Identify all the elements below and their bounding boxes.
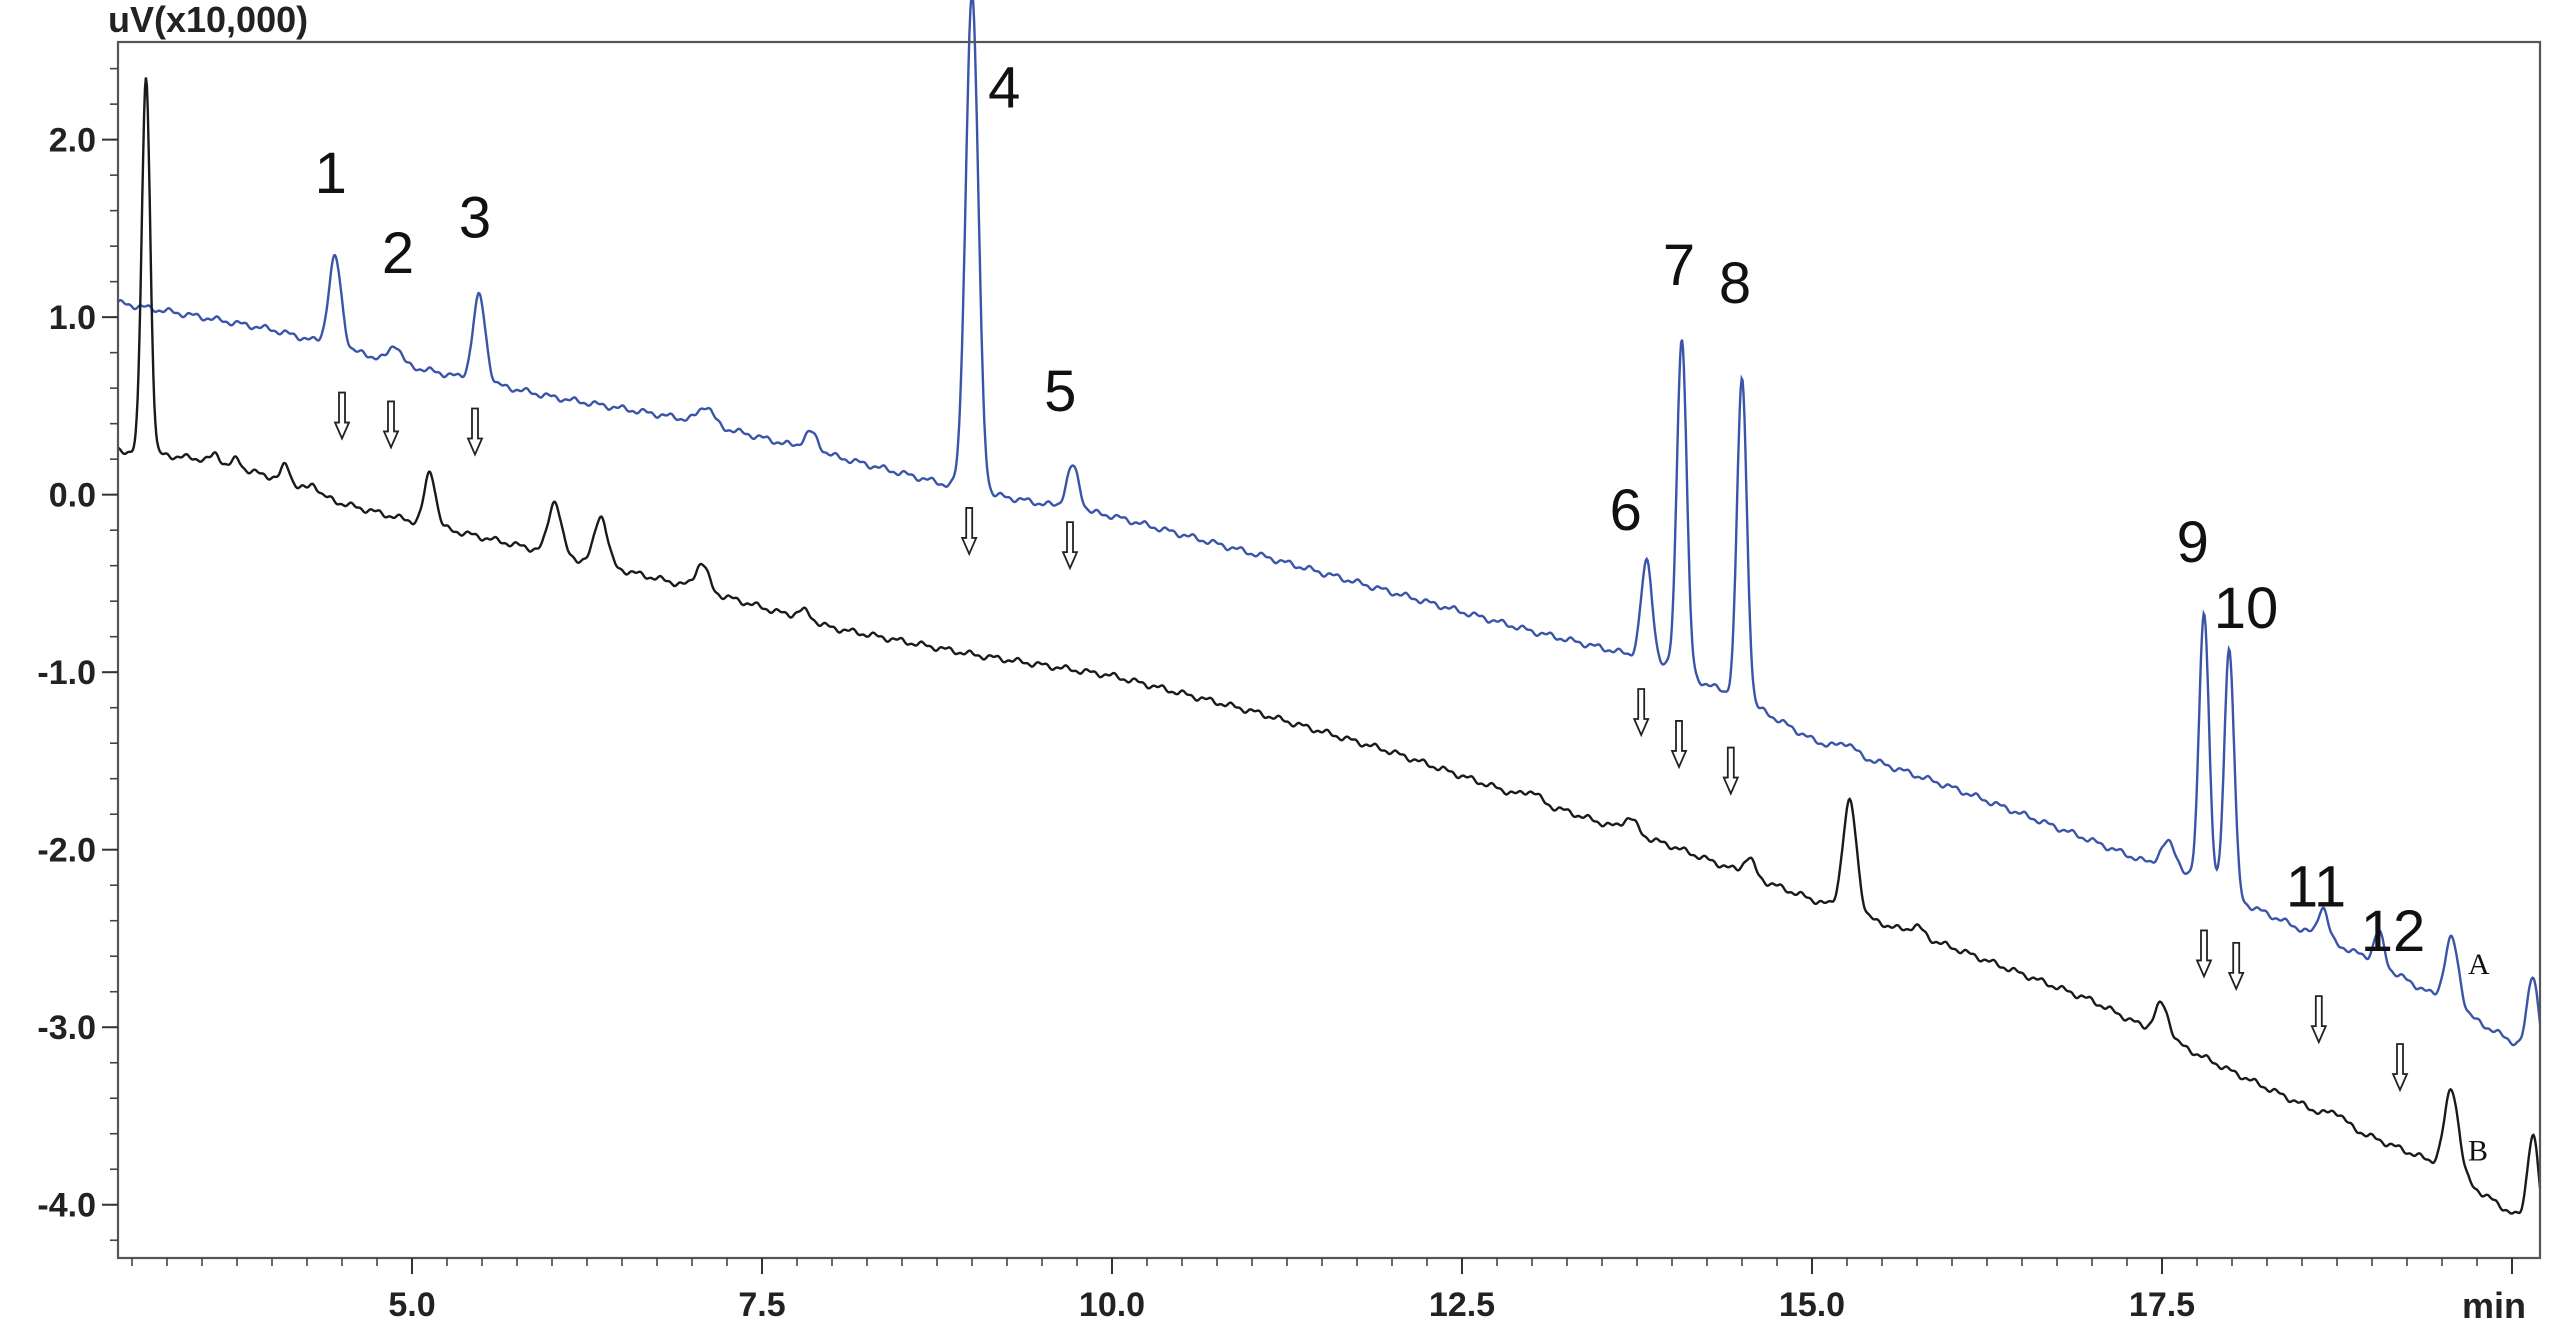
x-tick-label: 12.5 xyxy=(1429,1286,1495,1324)
trace-b-label: B xyxy=(2468,1134,2488,1167)
down-arrow-marker xyxy=(2227,941,2245,992)
peak-label: 2 xyxy=(382,221,414,286)
down-arrow-marker xyxy=(1670,720,1688,770)
x-tick-label: 10.0 xyxy=(1079,1286,1145,1324)
x-tick-label: 7.5 xyxy=(738,1286,785,1324)
down-arrow-marker xyxy=(466,407,484,457)
trace-b-line xyxy=(117,77,2542,1215)
peak-label: 3 xyxy=(459,185,491,250)
down-arrow-marker xyxy=(2310,995,2328,1045)
arrows-layer xyxy=(333,391,2409,1093)
peak-label: 12 xyxy=(2361,899,2426,964)
y-tick-label: 2.0 xyxy=(49,122,96,160)
plot-frame xyxy=(116,40,2542,1260)
down-arrow-marker xyxy=(1632,688,1650,738)
peak-label: 9 xyxy=(2177,510,2209,575)
axes-layer: 5.0 7.5 10.0 12.5 15.0 17.5 2.0 1.0 0.0 -1.0 -2.0 -… xyxy=(37,40,2542,1324)
y-tick-label: -2.0 xyxy=(37,832,96,870)
peak-label: 5 xyxy=(1044,359,1076,424)
y-tick-label: -4.0 xyxy=(37,1187,96,1225)
peak-label: 10 xyxy=(2214,576,2279,641)
down-arrow-marker xyxy=(382,400,400,450)
down-arrow-marker xyxy=(333,391,351,441)
traces-layer: AB xyxy=(117,0,2542,1215)
down-arrow-marker xyxy=(1061,521,1079,571)
down-arrow-marker xyxy=(1722,746,1740,796)
x-tick-label: 15.0 xyxy=(1779,1286,1845,1324)
down-arrow-marker xyxy=(2195,929,2213,979)
y-axis-title: uV(x10,000) xyxy=(108,0,308,40)
y-tick-label: 1.0 xyxy=(49,299,96,337)
peak-label: 6 xyxy=(1610,478,1642,543)
x-tick-label: 5.0 xyxy=(388,1286,435,1324)
y-tick-label: 0.0 xyxy=(49,477,96,515)
y-tick-label: -3.0 xyxy=(37,1009,96,1047)
down-arrow-marker xyxy=(2391,1043,2409,1093)
y-tick-label: -1.0 xyxy=(37,654,96,692)
peak-label: 4 xyxy=(988,56,1020,121)
peak-label: 11 xyxy=(2286,855,2346,920)
trace-a-label: A xyxy=(2468,948,2490,981)
peak-label: 8 xyxy=(1719,251,1751,316)
trace-a-line xyxy=(117,0,2542,1047)
x-tick-label: 17.5 xyxy=(2129,1286,2195,1324)
down-arrow-marker xyxy=(960,507,978,557)
peak-label: 7 xyxy=(1663,233,1695,298)
peak-label: 1 xyxy=(315,141,347,206)
x-axis-title: min xyxy=(2462,1285,2526,1326)
